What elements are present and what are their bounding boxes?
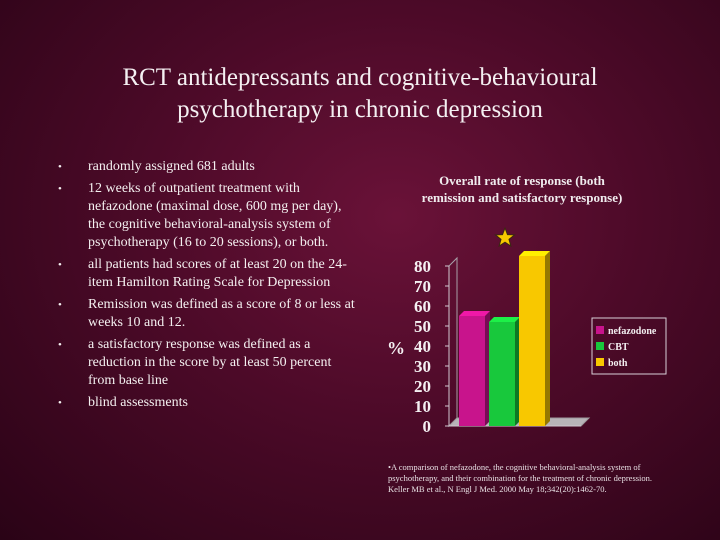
bar-side-nefazodone [485,311,490,426]
bullet-glyph: • [58,161,62,173]
y-tick-label: 50 [414,317,431,336]
y-tick-label: 70 [414,277,431,296]
bar-side-cbt [515,317,520,426]
legend-swatch-both [596,358,604,366]
legend-label-both: both [608,358,628,369]
bullet-glyph: • [58,299,62,311]
bullet-item: • a satisfactory response was defined as … [58,336,358,390]
slide-title: RCT antidepressants and cognitive-behavi… [60,62,660,126]
bar-cbt [489,322,515,426]
bullet-glyph: • [58,183,62,195]
y-tick-label: 80 [414,257,431,276]
bar-top-cbt [489,317,520,322]
bullet-glyph: • [58,339,62,351]
bar-both [519,256,545,426]
y-tick-label: 60 [414,297,431,316]
bullet-glyph: • [58,397,62,409]
legend-swatch-nefazodone [596,326,604,334]
legend-label-nefazodone: nefazodone [608,326,657,337]
chart-title-line: Overall rate of response (both [439,173,605,188]
legend-swatch-cbt [596,342,604,350]
bullet-text: randomly assigned 681 adults [88,159,255,174]
star-icon [494,226,516,248]
chart-side-wall [448,256,458,428]
bar-side-both [545,251,550,426]
bullet-text: Remission was defined as a score of 8 or… [88,297,355,330]
bullet-list: • randomly assigned 681 adults • 12 weeks … [58,158,358,416]
slide-title-line: RCT antidepressants and cognitive-behavi… [122,64,598,91]
bar-top-both [519,251,550,256]
y-tick-label: 20 [414,377,431,396]
bullet-text: all patients had scores of at least 20 o… [88,257,347,290]
bullet-item: • Remission was defined as a score of 8 o… [58,296,358,332]
y-tick-label: 40 [414,337,431,356]
bullet-item: • blind assessments [58,394,358,412]
y-tick-label: 0 [423,417,432,436]
citation-footnote: •A comparison of nefazodone, the cogniti… [388,462,653,494]
chart-title: Overall rate of response (both remission… [402,172,642,206]
bullet-text: a satisfactory response was defined as a… [88,337,332,388]
bullet-item: • all patients had scores of at least 20 … [58,256,358,292]
slide-title-line: psychotherapy in chronic depression [177,96,543,123]
bullet-glyph: • [58,259,62,271]
y-axis-label: % [387,338,405,358]
bar-nefazodone [459,316,485,426]
bullet-item: • 12 weeks of outpatient treatment with n… [58,180,358,252]
legend-label-cbt: CBT [608,342,629,353]
y-tick-label: 10 [414,397,431,416]
bullet-text: blind assessments [88,395,188,410]
chart-title-line: remission and satisfactory response) [421,190,623,205]
bullet-text: 12 weeks of outpatient treatment with ne… [88,181,342,250]
y-tick-label: 30 [414,357,431,376]
legend-box [591,317,667,375]
bullet-item: • randomly assigned 681 adults [58,158,358,176]
bar-top-nefazodone [459,311,490,316]
